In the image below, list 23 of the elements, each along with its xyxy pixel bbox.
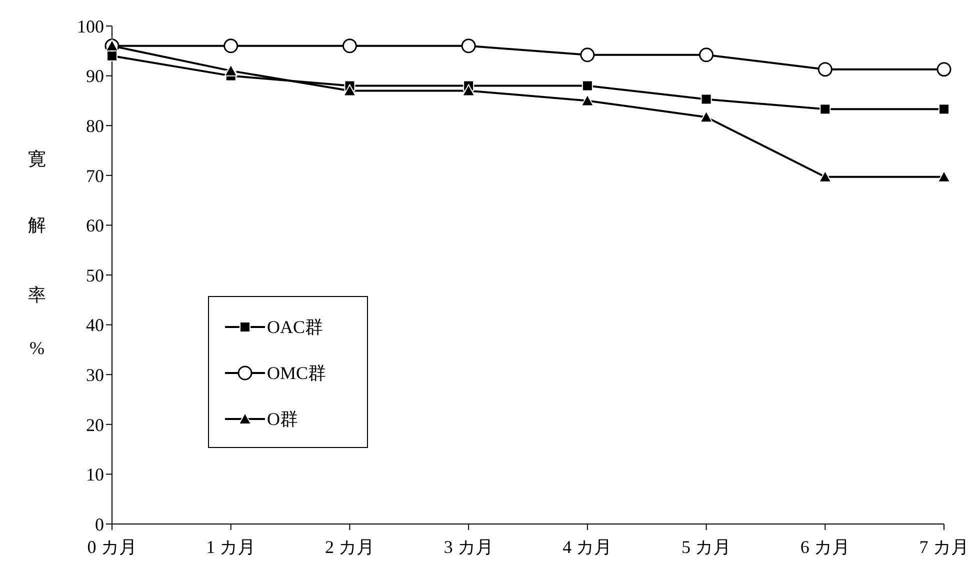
y-tick-label: 20	[86, 414, 104, 435]
x-tick-label: 5 カ月	[682, 536, 732, 557]
y-tick-label: 0	[95, 514, 104, 534]
legend-label: OAC群	[267, 316, 324, 339]
x-tick-label: 3 カ月	[444, 536, 494, 557]
y-tick-label: 100	[77, 16, 104, 36]
y-tick-label: 10	[86, 464, 104, 485]
y-tick-label: 30	[86, 364, 104, 385]
y-tick-label: 40	[86, 315, 104, 336]
y-axis-title: 寛解率%	[27, 134, 47, 426]
x-tick-label: 2 カ月	[324, 536, 374, 557]
x-tick-label: 1 カ月	[206, 536, 256, 557]
y-tick-label: 90	[86, 66, 104, 86]
y-tick-label: 50	[86, 265, 104, 286]
y-tick-label: 70	[86, 166, 104, 186]
y-tick-label: 80	[86, 116, 104, 136]
x-tick-label: 4 カ月	[562, 536, 612, 557]
y-tick-label: 60	[86, 216, 104, 236]
x-tick-label: 7 カ月	[919, 536, 969, 557]
legend-label: OMC群	[267, 362, 326, 385]
legend-label: O群	[267, 408, 298, 431]
x-tick-label: 6 カ月	[800, 536, 850, 557]
x-tick-label: 0 カ月	[87, 536, 137, 557]
